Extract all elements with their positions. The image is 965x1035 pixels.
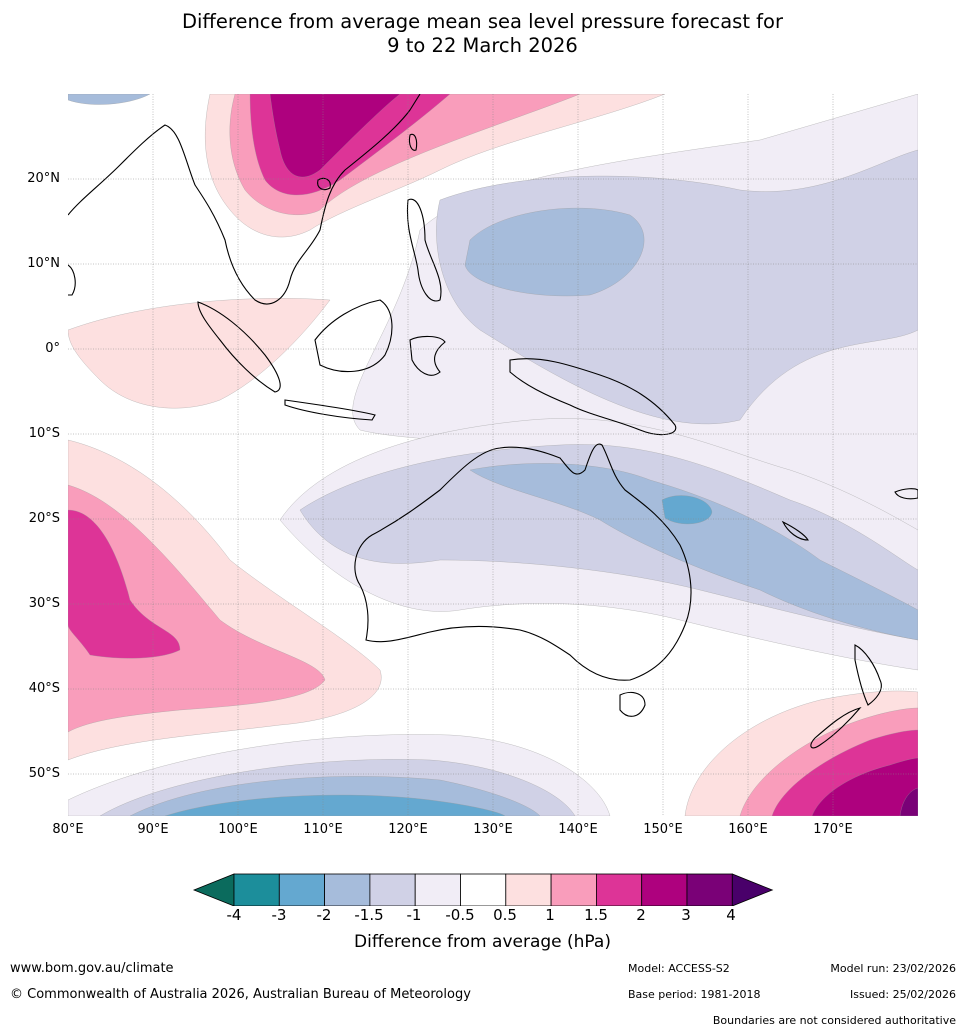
anomaly-region-equatorial-indian <box>68 298 331 409</box>
anomaly-region-southern-ocean-core <box>164 794 506 816</box>
lat-label-0: 0° <box>45 341 60 356</box>
lat-label-40s: 40°S <box>28 681 60 696</box>
lon-label-150e: 150°E <box>643 822 683 837</box>
anomaly-region-north-corner <box>68 94 151 105</box>
colorbar-tick: 1 <box>545 906 555 924</box>
coastline-tasmania <box>619 691 646 717</box>
colorbar-swatch <box>369 873 416 906</box>
coastline-sulawesi <box>409 335 446 376</box>
anomaly-region-indian-ocean-magenta <box>68 509 181 659</box>
coastlines <box>68 94 918 749</box>
lon-label-110e: 110°E <box>303 822 343 837</box>
colorbar-tick: -1 <box>406 906 422 924</box>
coastline-sumatra <box>197 301 281 393</box>
colorbar-tick: 0.5 <box>493 906 517 924</box>
coastline-new-guinea <box>509 358 677 436</box>
title-line-2: 9 to 22 March 2026 <box>387 34 578 57</box>
lon-label-100e: 100°E <box>218 822 258 837</box>
colorbar-extend-high <box>731 873 774 906</box>
colorbar-swatch <box>641 873 688 906</box>
lon-label-130e: 130°E <box>473 822 513 837</box>
lat-label-10n: 10°N <box>27 256 60 271</box>
colorbar-tick: 1.5 <box>584 906 608 924</box>
lon-label-120e: 120°E <box>388 822 428 837</box>
lat-label-30s: 30°S <box>28 596 60 611</box>
map-area <box>68 94 918 816</box>
anomaly-region-nz-max <box>899 787 918 816</box>
anomaly-region-nz-core <box>811 757 918 816</box>
colorbar-swatch <box>595 873 643 906</box>
colorbar-swatches <box>192 873 774 906</box>
colorbar-swatch <box>233 873 280 906</box>
colorbar-tick: -2 <box>316 906 332 924</box>
coastline-asia-mainland <box>68 94 421 305</box>
footer-copyright: © Commonwealth of Australia 2026, Austra… <box>10 987 471 1002</box>
colorbar-swatch <box>686 873 733 906</box>
colorbar-tick: -3 <box>271 906 287 924</box>
coastline-sri-lanka <box>68 264 76 296</box>
coastline-hainan <box>317 177 331 191</box>
lat-label-50s: 50°S <box>28 766 60 781</box>
coastline-borneo <box>314 299 393 373</box>
colorbar-tick: 3 <box>681 906 691 924</box>
coastline-australia <box>354 443 692 681</box>
anomaly-region-indian-ocean-pink <box>68 484 326 733</box>
chart-title: Difference from average mean sea level p… <box>0 10 965 58</box>
colorbar-tick: -0.5 <box>445 906 475 924</box>
lon-label-160e: 160°E <box>728 822 768 837</box>
colorbar-swatch <box>324 873 371 906</box>
title-line-1: Difference from average mean sea level p… <box>182 10 783 33</box>
coastline-taiwan <box>408 133 418 151</box>
footer-website: www.bom.gov.au/climate <box>10 961 174 976</box>
footer-model-run: Model run: 23/02/2026 <box>830 962 956 975</box>
anomaly-region-australia-mid <box>469 463 918 641</box>
footer-issued: Issued: 25/02/2026 <box>849 988 956 1001</box>
footer-base-period: Base period: 1981-2018 <box>628 988 761 1001</box>
lat-label-20s: 20°S <box>28 511 60 526</box>
lon-label-170e: 170°E <box>813 822 853 837</box>
colorbar-tick: -4 <box>226 906 242 924</box>
coastline-philippines <box>406 198 442 302</box>
colorbar-swatch <box>460 873 507 906</box>
coastline-fiji <box>894 488 918 500</box>
colorbar-title: Difference from average (hPa) <box>354 932 611 952</box>
colorbar-swatch <box>414 873 461 906</box>
colorbar-tick: 2 <box>636 906 646 924</box>
coastline-java <box>284 399 376 421</box>
lon-label-90e: 90°E <box>137 822 169 837</box>
anomaly-region-australia-core <box>661 495 713 525</box>
colorbar-swatch <box>278 873 326 906</box>
coastline-new-caledonia <box>781 520 809 541</box>
coastline-new-zealand-south <box>810 707 862 749</box>
anomaly-region-pacific-mid <box>464 207 645 297</box>
lat-label-20n: 20°N <box>27 171 60 186</box>
lon-label-80e: 80°E <box>52 822 84 837</box>
coastline-new-zealand-north <box>854 644 882 706</box>
colorbar-tick: -1.5 <box>354 906 384 924</box>
colorbar-tick: 4 <box>726 906 736 924</box>
graticule <box>68 94 918 816</box>
footer-model: Model: ACCESS-S2 <box>628 962 730 975</box>
colorbar-swatch <box>505 873 552 906</box>
lat-label-10s: 10°S <box>28 426 60 441</box>
lon-label-140e: 140°E <box>558 822 598 837</box>
colorbar-extend-low <box>192 873 235 906</box>
colorbar-swatch <box>550 873 597 906</box>
footer-disclaimer: Boundaries are not considered authoritat… <box>712 1014 956 1027</box>
colorbar <box>192 873 774 906</box>
